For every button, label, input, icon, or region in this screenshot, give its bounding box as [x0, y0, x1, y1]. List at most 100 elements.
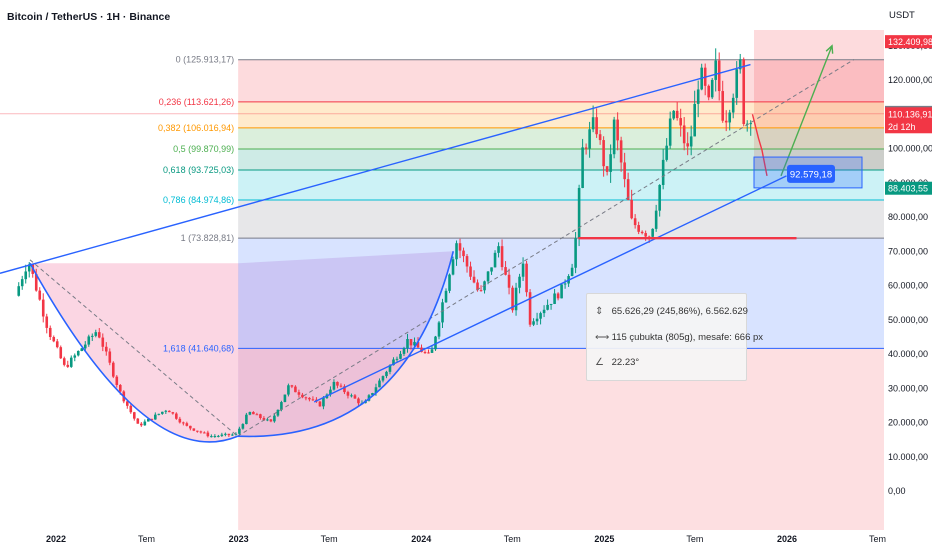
- fib-label-1,618: 1,618 (41.640,68): [163, 343, 234, 353]
- candle: [441, 298, 444, 328]
- candle: [178, 416, 182, 424]
- candle: [633, 214, 637, 229]
- candle: [266, 417, 269, 422]
- candle: [423, 350, 427, 354]
- candle: [630, 189, 633, 220]
- candle: [154, 412, 157, 420]
- candle: [241, 423, 245, 430]
- projection-zone: [754, 30, 884, 170]
- candle: [581, 138, 584, 189]
- candle: [52, 335, 56, 343]
- price-tag[interactable]: 110.136,91 2d 12h: [885, 107, 932, 134]
- candle: [626, 172, 630, 201]
- candle: [514, 282, 518, 316]
- candle: [248, 411, 252, 416]
- price-tag[interactable]: 132.409,98: [885, 35, 932, 49]
- candle: [69, 355, 73, 368]
- mid-trend-line[interactable]: [237, 59, 855, 437]
- lower-channel-line[interactable]: [313, 175, 787, 403]
- arrow-head-icon: [825, 44, 834, 54]
- candle: [738, 53, 742, 74]
- candle: [108, 348, 112, 366]
- candle: [339, 383, 343, 388]
- candle: [301, 392, 304, 399]
- red-projection-path[interactable]: [751, 114, 768, 177]
- green-projection-arrow[interactable]: [780, 45, 833, 177]
- price-tag[interactable]: 88.403,55: [885, 181, 932, 195]
- candle: [385, 370, 388, 379]
- fib-label-0,5: 0,5 (99.870,99): [173, 144, 234, 154]
- candle: [497, 242, 500, 258]
- price-tick-label: 20.000,00: [888, 418, 928, 428]
- fib-label-0,382: 0,382 (106.016,94): [158, 123, 234, 133]
- bars-icon: ⟷: [595, 332, 610, 343]
- countdown-text: 2d 12h: [888, 122, 916, 132]
- measure-angle-row: ∠ 22.23°: [595, 356, 639, 370]
- time-tick-label: 2023: [229, 534, 249, 544]
- candle: [227, 433, 231, 438]
- candle: [595, 108, 598, 138]
- candle: [255, 412, 259, 416]
- currency-label: USDT: [889, 10, 915, 21]
- candle: [710, 77, 714, 99]
- bowl-curve-right[interactable]: [237, 251, 455, 438]
- candle: [24, 264, 28, 284]
- candle: [38, 287, 42, 301]
- candle: [658, 184, 661, 217]
- candle: [140, 422, 143, 427]
- candle: [479, 285, 483, 292]
- price-tick-label: 0,00: [888, 486, 906, 496]
- fibonacci-retracement[interactable]: 0 (125.913,17) 0,236 (113.621,26) 0,382 (1…: [0, 55, 885, 354]
- price-axis[interactable]: 0,00 10.000,00 20.000,00 30.000,00 40.000,00…: [884, 0, 932, 550]
- candle: [101, 333, 105, 352]
- candle: [395, 356, 399, 362]
- time-tick-label: Tem: [138, 534, 155, 544]
- trend-drawings[interactable]: 92.579,18: [0, 44, 863, 443]
- candle: [661, 148, 665, 190]
- candle: [602, 136, 605, 177]
- candle: [171, 411, 175, 415]
- candle: [20, 275, 24, 290]
- candle: [294, 385, 297, 393]
- candle: [672, 109, 675, 121]
- candle: [203, 431, 206, 434]
- upper-channel-line[interactable]: [0, 63, 751, 274]
- fib-label-1: 1 (73.828,81): [181, 233, 235, 243]
- candle: [17, 282, 21, 297]
- time-tick-label: Tem: [686, 534, 703, 544]
- candle: [721, 80, 725, 123]
- candle: [675, 102, 679, 121]
- time-axis[interactable]: 2022 Tem 2023 Tem 2024 Tem 2025 Tem 2026 Tem: [0, 530, 932, 550]
- price-tick-label: 40.000,00: [888, 349, 928, 359]
- candle: [749, 120, 753, 136]
- decline-trend-line[interactable]: [29, 259, 238, 437]
- candle: [161, 411, 164, 415]
- candle: [143, 419, 147, 426]
- candle: [318, 400, 322, 407]
- candle: [168, 410, 171, 413]
- candle: [717, 52, 721, 101]
- candle: [437, 320, 441, 340]
- time-tick-label: Tem: [321, 534, 338, 544]
- range-icon: ⇕: [595, 306, 604, 317]
- bowl-fill-left: [29, 263, 239, 442]
- candle: [598, 129, 602, 145]
- candle: [220, 432, 224, 437]
- candle: [217, 434, 220, 438]
- price-tick-label: 70.000,00: [888, 246, 928, 256]
- bowl-curve-left[interactable]: [29, 262, 238, 443]
- measure-bars: 115 çubukta (805g), mesafe: 666 px: [611, 332, 764, 343]
- candle: [539, 311, 542, 325]
- candle: [287, 383, 290, 397]
- candle: [157, 413, 161, 416]
- candle: [696, 80, 700, 118]
- candle: [125, 401, 129, 409]
- candle: [55, 338, 59, 349]
- candle: [616, 112, 619, 151]
- fib-zone-0,618: [238, 169, 885, 200]
- candle: [276, 409, 280, 417]
- candle: [115, 375, 119, 388]
- price-axis-bg: [884, 0, 932, 550]
- candle: [486, 271, 490, 285]
